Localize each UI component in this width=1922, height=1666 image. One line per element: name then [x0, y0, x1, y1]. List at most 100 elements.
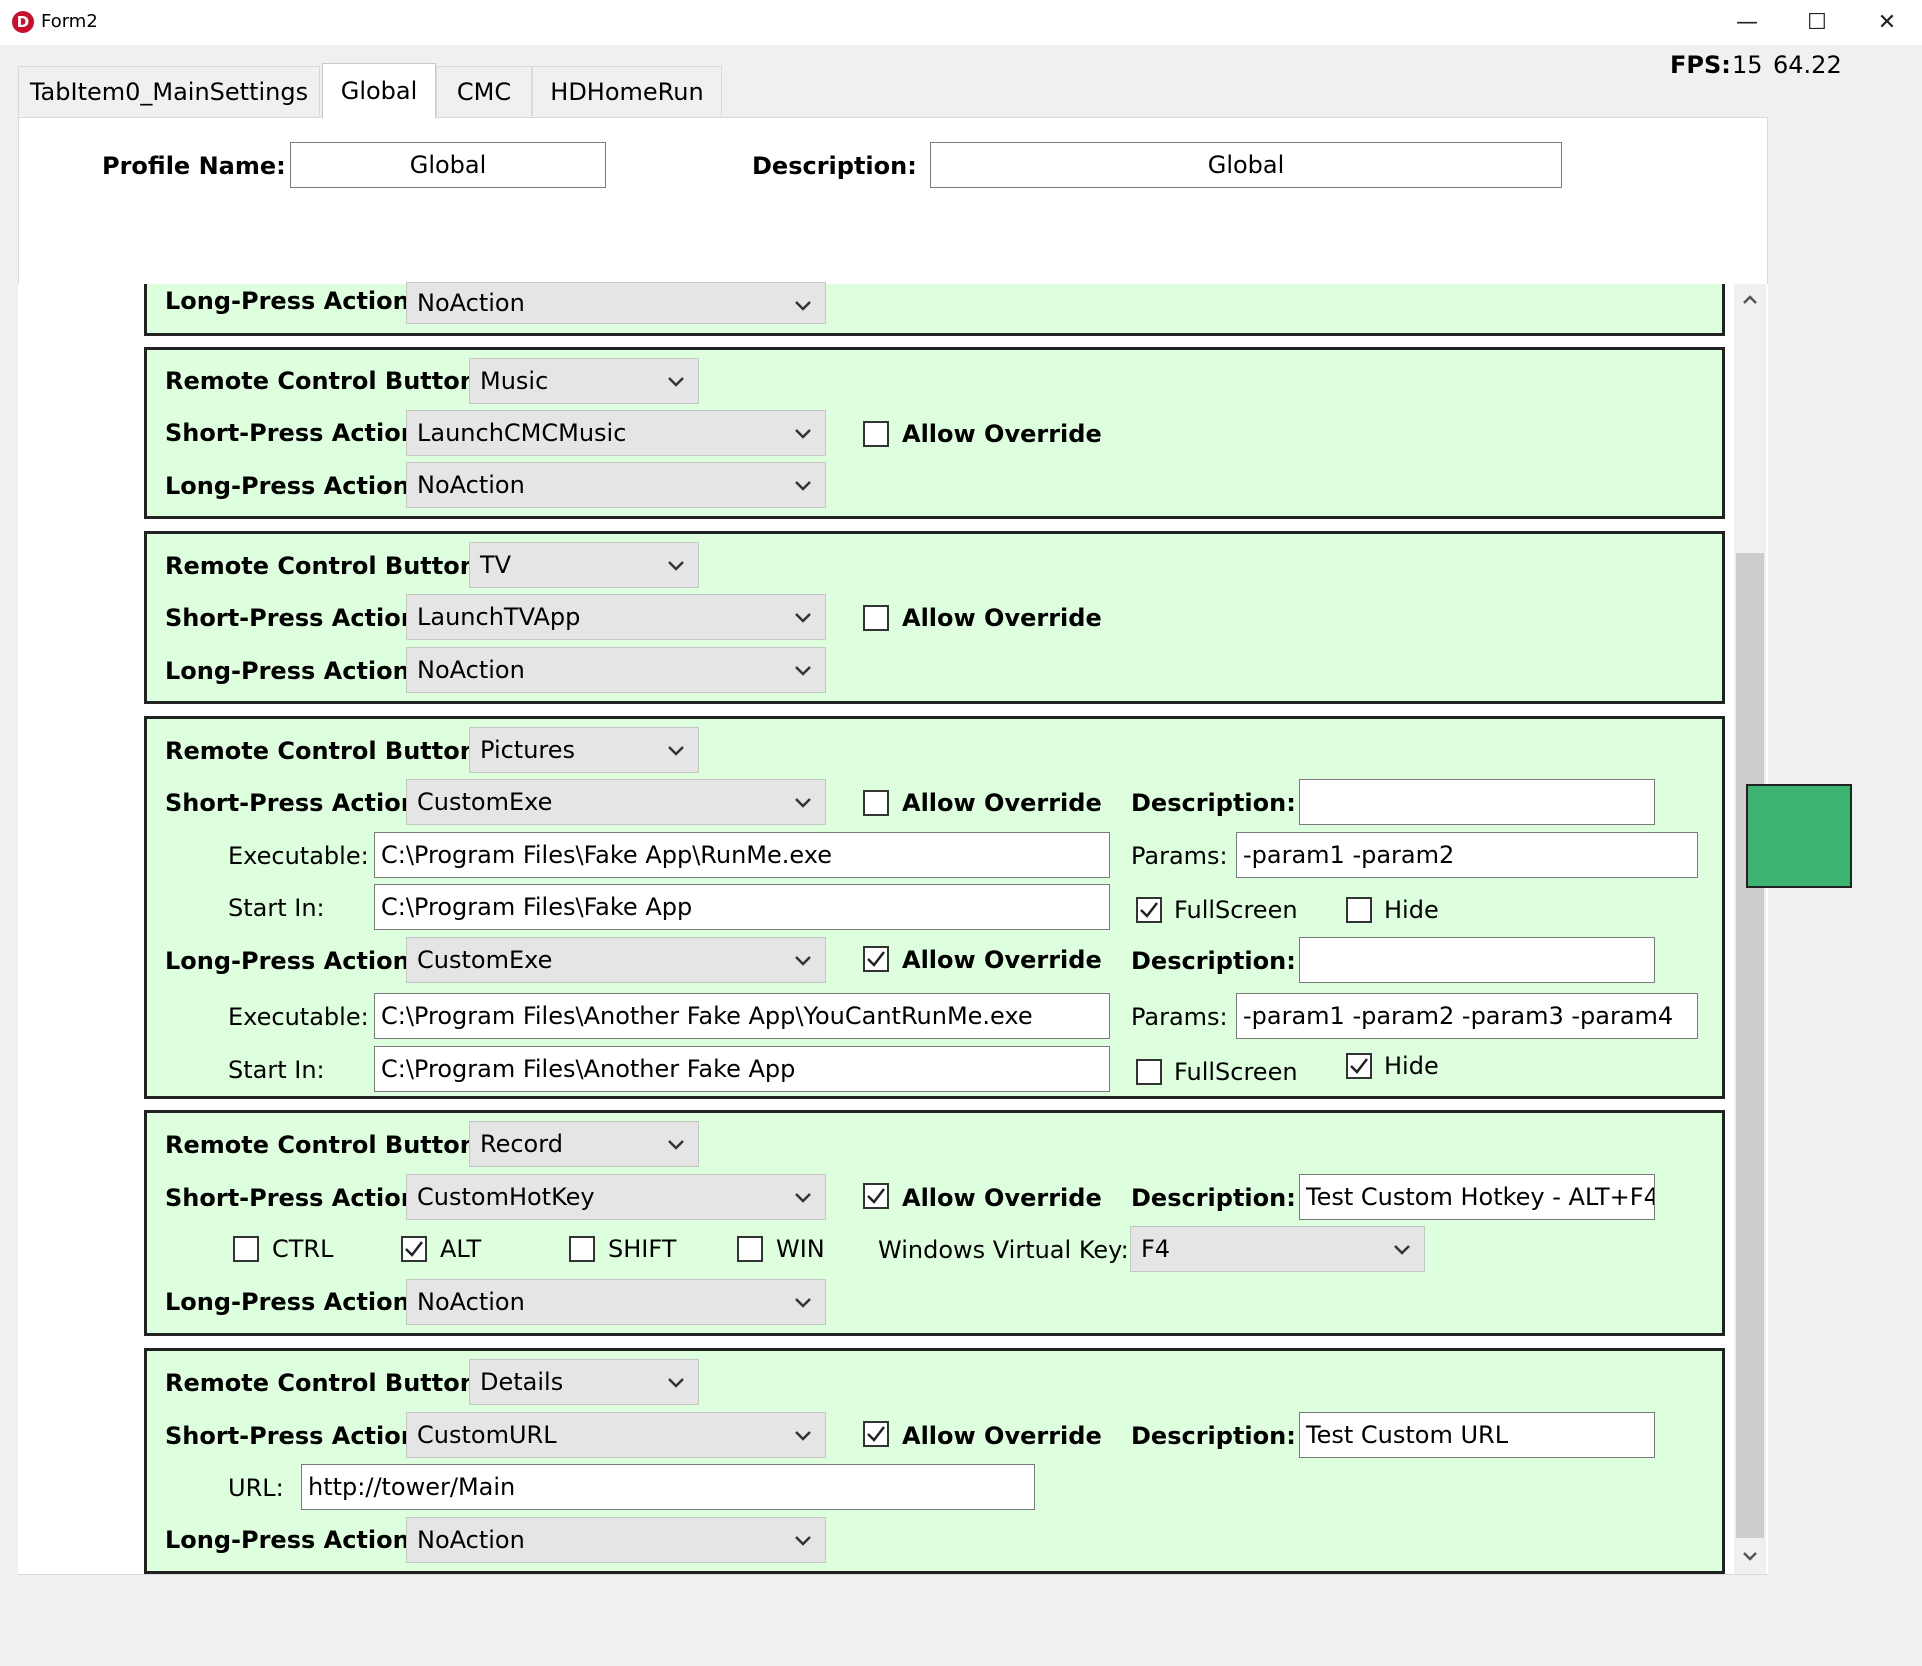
- minimize-button[interactable]: —: [1736, 10, 1758, 35]
- url-input[interactable]: http://tower/Main: [301, 1464, 1035, 1510]
- long-start-in-input[interactable]: C:\Program Files\Another Fake App: [374, 1046, 1110, 1092]
- short-press-combo[interactable]: CustomHotKey: [406, 1174, 826, 1220]
- remote-button-combo[interactable]: Record: [469, 1121, 699, 1167]
- fullscreen-checkbox[interactable]: [1136, 897, 1162, 923]
- combo-value: Music: [480, 367, 549, 395]
- hotkey-description-input[interactable]: Test Custom Hotkey - ALT+F4: [1299, 1174, 1655, 1220]
- virtual-key-combo[interactable]: F4: [1130, 1226, 1425, 1272]
- shift-checkbox[interactable]: [569, 1236, 595, 1262]
- allow-override-label: Allow Override: [902, 946, 1102, 974]
- description-label: Description:: [1131, 947, 1296, 975]
- chevron-down-icon: [795, 301, 811, 311]
- chevron-down-icon: [795, 956, 811, 966]
- long-executable-input[interactable]: C:\Program Files\Another Fake App\YouCan…: [374, 993, 1110, 1039]
- title-bar: [0, 0, 1922, 45]
- alt-label: ALT: [440, 1235, 482, 1263]
- params-label: Params:: [1131, 842, 1228, 870]
- short-press-label: Short-Press Action:: [165, 1422, 428, 1450]
- ctrl-checkbox[interactable]: [233, 1236, 259, 1262]
- profile-description-input[interactable]: Global: [930, 142, 1562, 188]
- allow-override-checkbox[interactable]: [863, 421, 889, 447]
- chevron-down-icon: [795, 613, 811, 623]
- combo-value: F4: [1141, 1235, 1171, 1263]
- short-press-combo[interactable]: LaunchTVApp: [406, 594, 826, 640]
- win-checkbox[interactable]: [737, 1236, 763, 1262]
- profile-description-label: Description:: [752, 152, 917, 180]
- remote-button-label: Remote Control Button:: [165, 1131, 487, 1159]
- allow-override-checkbox[interactable]: [863, 605, 889, 631]
- remote-button-label: Remote Control Button:: [165, 552, 487, 580]
- check-icon: [867, 1188, 885, 1204]
- long-press-combo[interactable]: NoAction: [406, 1517, 826, 1563]
- long-press-combo[interactable]: NoAction: [406, 462, 826, 508]
- combo-value: LaunchTVApp: [417, 603, 581, 631]
- check-icon: [1140, 902, 1158, 918]
- chevron-down-icon: [795, 666, 811, 676]
- long-params-input[interactable]: -param1 -param2 -param3 -param4: [1236, 993, 1698, 1039]
- long-press-label: Long-Press Action:: [165, 1526, 420, 1554]
- description-label: Description:: [1131, 1422, 1296, 1450]
- fullscreen-checkbox[interactable]: [1136, 1059, 1162, 1085]
- profile-name-input[interactable]: Global: [290, 142, 606, 188]
- short-press-combo[interactable]: LaunchCMCMusic: [406, 410, 826, 456]
- long-press-label: Long-Press Action:: [165, 472, 420, 500]
- short-press-label: Short-Press Action:: [165, 419, 428, 447]
- url-description-input[interactable]: Test Custom URL: [1299, 1412, 1655, 1458]
- fps-label: FPS:: [1670, 51, 1731, 79]
- short-press-combo[interactable]: CustomURL: [406, 1412, 826, 1458]
- tab-global[interactable]: Global: [322, 63, 436, 118]
- chevron-down-icon: [795, 1536, 811, 1546]
- long-press-label: Long-Press Action:: [165, 1288, 420, 1316]
- close-button[interactable]: ✕: [1877, 10, 1897, 35]
- remote-button-combo[interactable]: Music: [469, 358, 699, 404]
- chevron-down-icon: [795, 1193, 811, 1203]
- short-params-input[interactable]: -param1 -param2: [1236, 832, 1698, 878]
- check-icon: [1350, 1058, 1368, 1074]
- start-in-label: Start In:: [228, 1056, 325, 1084]
- maximize-button[interactable]: ☐: [1807, 10, 1827, 35]
- remote-button-combo[interactable]: TV: [469, 542, 699, 588]
- allow-override-checkbox[interactable]: [863, 1183, 889, 1209]
- hide-checkbox[interactable]: [1346, 897, 1372, 923]
- allow-override-checkbox[interactable]: [863, 1421, 889, 1447]
- short-executable-input[interactable]: C:\Program Files\Fake App\RunMe.exe: [374, 832, 1110, 878]
- hide-label: Hide: [1384, 1052, 1439, 1080]
- alt-checkbox[interactable]: [401, 1236, 427, 1262]
- chevron-down-icon: [1394, 1245, 1410, 1255]
- remote-button-combo[interactable]: Pictures: [469, 727, 699, 773]
- remote-button-label: Remote Control Button:: [165, 737, 487, 765]
- chevron-down-icon: [795, 429, 811, 439]
- combo-value: CustomURL: [417, 1421, 557, 1449]
- allow-override-label: Allow Override: [902, 420, 1102, 448]
- fps-average: 64.22: [1773, 51, 1842, 79]
- short-description-input[interactable]: [1299, 779, 1655, 825]
- tab-cmc[interactable]: CMC: [436, 66, 532, 116]
- long-description-input[interactable]: [1299, 937, 1655, 983]
- scroll-down-icon[interactable]: [1740, 1546, 1760, 1566]
- remote-button-combo[interactable]: Details: [469, 1359, 699, 1405]
- long-press-combo[interactable]: NoAction: [406, 1279, 826, 1325]
- short-start-in-input[interactable]: C:\Program Files\Fake App: [374, 884, 1110, 930]
- long-press-combo[interactable]: NoAction: [406, 282, 826, 324]
- allow-override-checkbox[interactable]: [863, 790, 889, 816]
- fullscreen-label: FullScreen: [1174, 896, 1298, 924]
- start-in-label: Start In:: [228, 894, 325, 922]
- url-label: URL:: [228, 1474, 284, 1502]
- ctrl-label: CTRL: [272, 1235, 334, 1263]
- tab-hdhomerun[interactable]: HDHomeRun: [532, 66, 722, 116]
- scroll-up-icon[interactable]: [1740, 290, 1760, 310]
- combo-value: TV: [480, 551, 512, 579]
- long-press-combo[interactable]: CustomExe: [406, 937, 826, 983]
- scrollbar-thumb[interactable]: [1736, 553, 1764, 1538]
- hide-checkbox[interactable]: [1346, 1053, 1372, 1079]
- combo-value: Pictures: [480, 736, 576, 764]
- check-icon: [405, 1241, 423, 1257]
- allow-override-label: Allow Override: [902, 789, 1102, 817]
- description-label: Description:: [1131, 1184, 1296, 1212]
- long-press-combo[interactable]: NoAction: [406, 647, 826, 693]
- check-icon: [867, 951, 885, 967]
- allow-override-checkbox[interactable]: [863, 946, 889, 972]
- short-press-combo[interactable]: CustomExe: [406, 779, 826, 825]
- tab-main-settings[interactable]: TabItem0_MainSettings: [18, 66, 320, 116]
- remote-button-label: Remote Control Button:: [165, 1369, 487, 1397]
